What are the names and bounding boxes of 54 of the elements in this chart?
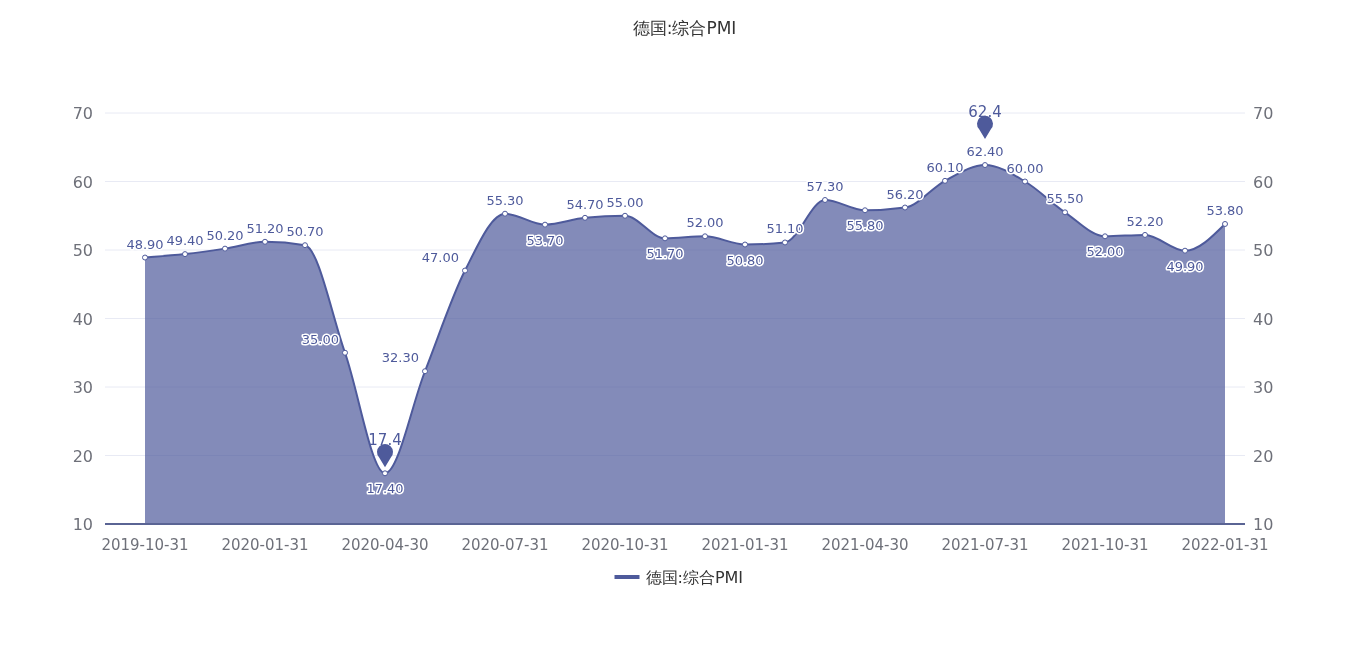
- data-label: 50.80: [726, 252, 764, 268]
- data-label: 50.20: [206, 227, 244, 243]
- y-tick-label: 10: [72, 515, 93, 534]
- y-tick-label: 70: [72, 104, 93, 123]
- data-label: 62.40: [966, 144, 1004, 160]
- x-tick-label: 2021-04-30: [821, 536, 909, 554]
- data-label: 49.40: [166, 233, 204, 249]
- data-label: 54.70: [566, 196, 604, 212]
- y2-tick-label: 50: [1253, 241, 1274, 260]
- annotation: 62.4: [968, 103, 1002, 122]
- y2-tick-label: 60: [1253, 172, 1274, 192]
- x-tick-label: 2020-07-31: [461, 536, 549, 554]
- data-label: 53.80: [1206, 202, 1244, 218]
- data-label: 48.90: [126, 236, 164, 252]
- data-label: 50.70: [286, 224, 324, 240]
- data-label: 60.10: [926, 159, 964, 175]
- data-label: 51.70: [646, 246, 684, 262]
- data-label: 49.90: [1166, 258, 1204, 274]
- y-tick-label: 20: [72, 446, 93, 466]
- y2-tick-label: 20: [1253, 446, 1274, 466]
- data-label: 55.80: [846, 218, 884, 234]
- x-tick-label: 2020-01-31: [221, 536, 309, 554]
- data-label: 56.20: [886, 186, 924, 202]
- y2-tick-label: 40: [1253, 309, 1274, 329]
- y-tick-label: 30: [72, 378, 93, 397]
- data-label: 52.20: [1126, 213, 1164, 229]
- y-tick-label: 50: [72, 241, 93, 260]
- data-label: 47.00: [421, 249, 459, 265]
- y-tick-label: 40: [72, 309, 93, 329]
- x-tick-label: 2020-10-31: [581, 536, 669, 554]
- x-tick-label: 2022-01-31: [1181, 536, 1269, 554]
- y2-tick-label: 30: [1253, 378, 1274, 397]
- data-label: 57.30: [806, 178, 844, 194]
- x-tick-label: 2020-04-30: [341, 536, 429, 554]
- chart-title: 德国:综合PMI: [632, 18, 737, 38]
- data-label: 17.40: [366, 481, 404, 497]
- x-tick-label: 2019-10-31: [101, 536, 189, 554]
- data-label: 55.50: [1046, 191, 1084, 207]
- annotation: 17.4: [368, 431, 402, 450]
- legend-label: 德国:综合PMI: [645, 568, 744, 587]
- data-label: 35.00: [301, 331, 339, 347]
- data-label: 51.20: [246, 220, 284, 236]
- x-tick-label: 2021-10-31: [1061, 536, 1149, 554]
- data-label: 55.00: [606, 194, 644, 210]
- x-tick-label: 2021-07-31: [941, 536, 1029, 554]
- data-label: 60.00: [1006, 160, 1044, 176]
- data-label: 53.70: [526, 232, 564, 248]
- data-label: 32.30: [381, 350, 419, 366]
- x-tick-label: 2021-01-31: [701, 536, 789, 554]
- y-tick-label: 60: [72, 172, 93, 192]
- data-label: 52.00: [686, 215, 724, 231]
- data-label: 55.30: [486, 192, 524, 208]
- y2-tick-label: 70: [1253, 104, 1274, 123]
- y2-tick-label: 10: [1253, 515, 1274, 534]
